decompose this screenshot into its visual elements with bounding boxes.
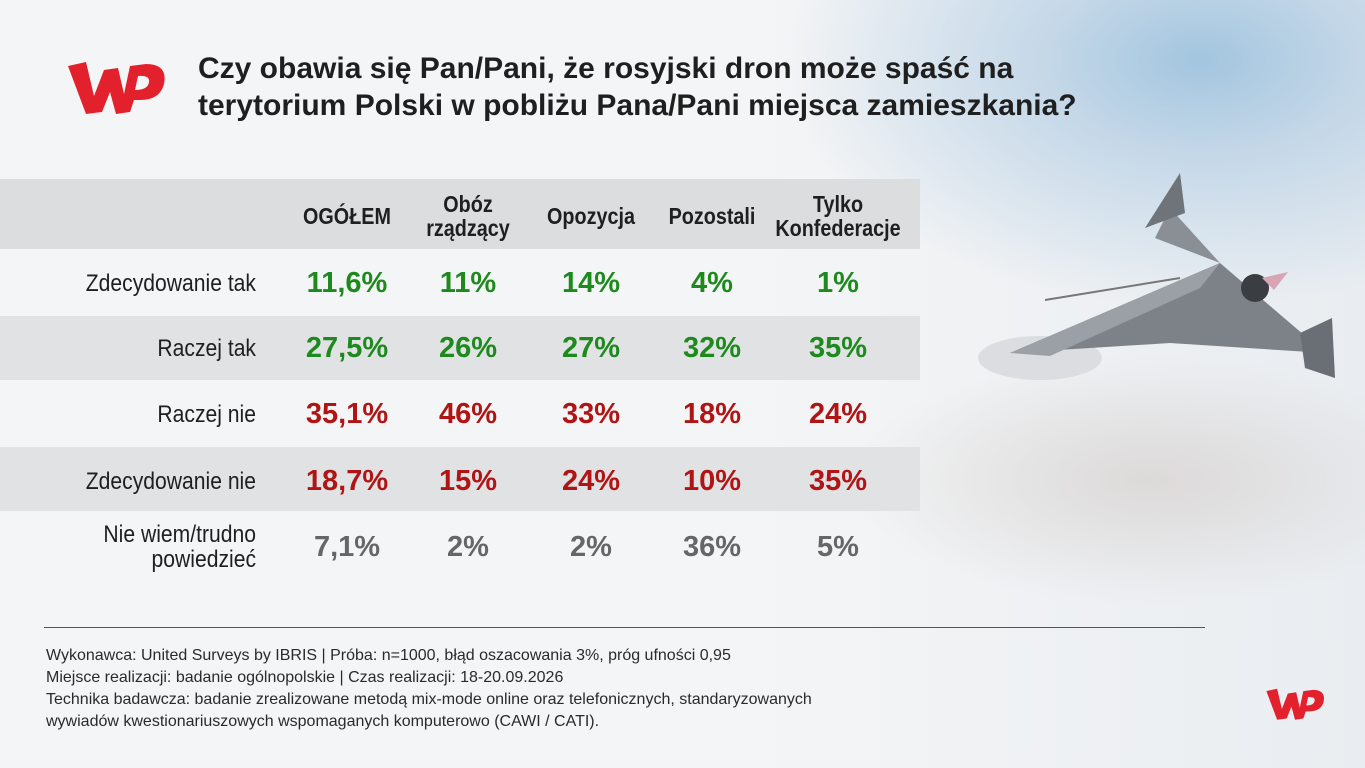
value-cell: 14% (561, 267, 621, 299)
value-cell: 24% (561, 465, 621, 497)
row-label: Raczej tak (157, 334, 256, 362)
value-cell: 35% (808, 465, 868, 497)
value-cell: 15% (438, 465, 498, 497)
row-label: Zdecydowanie tak (85, 269, 256, 297)
value-cell: 10% (682, 465, 742, 497)
column-header: OGÓŁEM (303, 203, 391, 229)
value-cell: 2% (570, 531, 612, 563)
row-label: Nie wiem/trudno powiedzieć (103, 521, 256, 573)
header-band (0, 179, 920, 249)
value-cell: 11,6% (306, 267, 388, 299)
row-label: Zdecydowanie nie (85, 467, 256, 495)
value-cell: 11% (439, 267, 497, 299)
value-cell: 33% (561, 398, 621, 430)
value-cell: 2% (447, 531, 489, 563)
column-header: Pozostali (668, 203, 756, 229)
value-cell: 27% (561, 332, 621, 364)
value-cell: 18% (682, 398, 742, 430)
footnote-line: wywiadów kwestionariuszowych wspomaganyc… (46, 713, 600, 730)
value-cell: 27,5% (305, 332, 389, 364)
value-cell: 18,7% (305, 465, 389, 497)
column-header: Opozycja (547, 203, 635, 229)
value-cell: 24% (808, 398, 868, 430)
value-cell: 35,1% (305, 398, 389, 430)
footnote-line: Miejsce realizacji: badanie ogólnopolski… (46, 669, 564, 686)
footnote-line: Technika badawcza: badanie zrealizowane … (46, 691, 812, 708)
row-band (0, 316, 920, 380)
drone-image (978, 173, 1335, 380)
divider (44, 627, 1205, 628)
footnotes: Wykonawca: United Surveys by IBRIS | Pró… (46, 645, 1046, 733)
wp-logo (68, 62, 165, 114)
value-cell: 4% (691, 267, 733, 299)
value-cell: 46% (438, 398, 498, 430)
value-cell: 1% (817, 267, 859, 299)
chart-title: Czy obawia się Pan/Pani, że rosyjski dro… (198, 52, 1077, 122)
value-cell: 26% (438, 332, 498, 364)
column-header: Obóz rządzący (426, 191, 510, 241)
value-cell: 32% (682, 332, 742, 364)
value-cell: 36% (682, 531, 742, 563)
column-header: Tylko Konfederacje (775, 191, 901, 241)
footnote-line: Wykonawca: United Surveys by IBRIS | Pró… (46, 647, 731, 664)
value-cell: 7,1% (313, 531, 381, 563)
row-label: Raczej nie (157, 400, 256, 428)
value-cell: 35% (808, 332, 868, 364)
wp-logo-small (1266, 688, 1324, 720)
value-cell: 5% (817, 531, 859, 563)
row-band (0, 447, 920, 511)
